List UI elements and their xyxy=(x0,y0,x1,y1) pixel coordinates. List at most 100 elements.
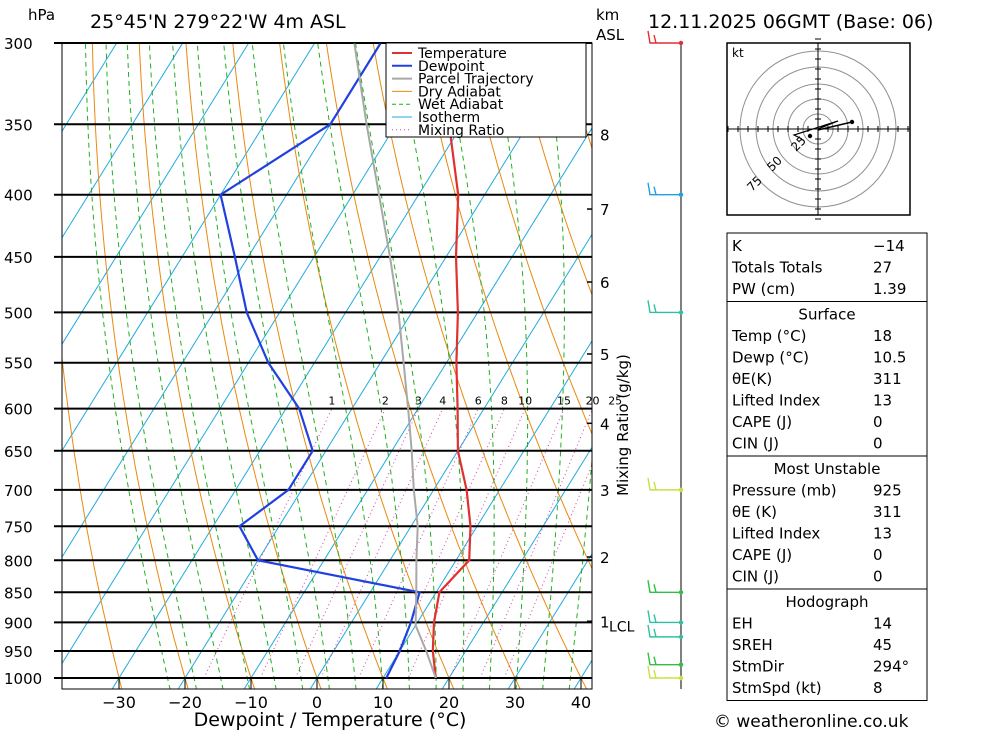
index-label: CAPE (J) xyxy=(732,413,792,431)
wind-barb xyxy=(647,182,681,196)
legend-label: Parcel Trajectory xyxy=(418,72,534,88)
index-value: 925 xyxy=(873,482,902,500)
wind-barb xyxy=(647,300,681,314)
pressure-label: 800 xyxy=(4,552,33,570)
height-tick-label: 6 xyxy=(600,274,610,292)
mixing-ratio-line xyxy=(449,408,565,679)
pressure-label: 700 xyxy=(4,482,33,500)
dry-adiabat-line xyxy=(232,43,388,689)
dry-adiabat-line xyxy=(91,43,189,689)
pressure-label: 550 xyxy=(4,355,33,373)
hodo-point xyxy=(807,133,813,139)
wet-adiabat-line xyxy=(223,43,330,689)
index-value: 45 xyxy=(873,636,892,654)
index-label: CIN (J) xyxy=(732,435,779,453)
index-label: Dewp (°C) xyxy=(732,349,809,367)
legend-label: Isotherm xyxy=(418,110,480,126)
dry-adiabat-line xyxy=(372,43,588,689)
dry-adiabat-line xyxy=(185,43,322,689)
wind-barb xyxy=(647,580,681,593)
wet-adiabat-line xyxy=(196,43,304,689)
mixing-ratio-label: 20 xyxy=(586,395,600,408)
x-tick-label: −30 xyxy=(102,693,136,712)
isotherm-line xyxy=(507,677,516,689)
height-tick-label: 2 xyxy=(600,549,610,567)
pressure-label: 850 xyxy=(4,584,33,602)
wet-adiabat-line xyxy=(442,43,495,689)
isotherm-line xyxy=(448,446,592,679)
dry-adiabat-line xyxy=(419,43,592,570)
mixing-ratio-line xyxy=(320,408,444,679)
index-value: 13 xyxy=(873,392,892,410)
datetime-title: 12.11.2025 06GMT (Base: 06) xyxy=(648,11,933,33)
index-label: EH xyxy=(732,615,753,633)
dry-adiabat-line xyxy=(466,43,592,436)
wet-adiabat-line xyxy=(172,43,277,689)
mixing-ratio-line xyxy=(407,408,526,679)
x-tick-label: −10 xyxy=(234,693,268,712)
mixing-ratio-label: 4 xyxy=(439,395,446,408)
x-tick-label: 40 xyxy=(571,693,591,712)
parcel-trajectory-line xyxy=(353,43,437,679)
pressure-label: 950 xyxy=(4,643,33,661)
pressure-label: 750 xyxy=(4,518,33,536)
x-tick-label: 10 xyxy=(373,693,393,712)
index-value: 13 xyxy=(873,525,892,543)
isotherm-line xyxy=(243,677,252,689)
index-value: 311 xyxy=(873,503,902,521)
isotherm-line xyxy=(441,677,450,689)
index-value: 18 xyxy=(873,327,892,345)
index-value: 14 xyxy=(873,615,892,633)
wind-barb xyxy=(647,477,681,491)
index-value: −14 xyxy=(873,237,905,255)
isotherm-line xyxy=(309,677,318,689)
mixing-ratio-label: 8 xyxy=(501,395,508,408)
isotherm-line xyxy=(111,677,120,689)
index-value: 0 xyxy=(873,413,883,431)
legend-label: Dry Adiabat xyxy=(418,84,501,100)
isotherm-line xyxy=(62,43,250,346)
copyright: © weatheronline.co.uk xyxy=(714,712,909,732)
wet-adiabat-line xyxy=(355,43,437,689)
index-value: 294° xyxy=(873,658,909,676)
lcl-label: LCL xyxy=(609,619,635,635)
isotherm-line xyxy=(177,677,186,689)
wind-barb xyxy=(647,665,681,679)
isotherm-line xyxy=(514,552,592,679)
dry-adiabat-line xyxy=(973,25,1000,694)
isotherm-line xyxy=(62,43,184,239)
index-label: StmSpd (kt) xyxy=(732,679,822,697)
mixing-ratio-line xyxy=(479,408,592,679)
isotherm-line xyxy=(46,678,53,689)
mixing-ratio-line xyxy=(358,408,479,679)
wet-adiabat-line xyxy=(568,453,592,689)
isotherm-line xyxy=(573,677,582,689)
index-value: 0 xyxy=(873,435,883,453)
index-label: θE (K) xyxy=(732,503,777,521)
dry-adiabat-line xyxy=(62,353,123,689)
mixing-ratio-line xyxy=(503,463,592,679)
dry-adiabat-line xyxy=(512,43,592,297)
index-label: Temp (°C) xyxy=(731,327,806,345)
location-title: 25°45'N 279°22'W 4m ASL xyxy=(90,11,346,33)
wet-adiabat-line xyxy=(492,43,529,689)
isotherm-line xyxy=(382,339,592,679)
pressure-label: 650 xyxy=(4,443,33,461)
x-tick-label: 0 xyxy=(312,693,322,712)
x-axis-label: Dewpoint / Temperature (°C) xyxy=(194,709,467,731)
mixing-ratio-label: 15 xyxy=(557,395,571,408)
index-label: Totals Totals xyxy=(731,259,823,277)
index-label: CIN (J) xyxy=(732,568,779,586)
legend-label: Wet Adiabat xyxy=(418,97,504,113)
dry-adiabat-line xyxy=(279,43,455,689)
table-section xyxy=(726,232,928,302)
mixing-ratio-label: 10 xyxy=(518,395,532,408)
table-section xyxy=(726,455,928,590)
height-ref: ASL xyxy=(596,26,625,44)
index-label: SREH xyxy=(732,636,773,654)
section-title: Surface xyxy=(798,306,855,324)
pressure-label: 600 xyxy=(4,401,33,419)
legend-label: Dewpoint xyxy=(418,59,485,75)
